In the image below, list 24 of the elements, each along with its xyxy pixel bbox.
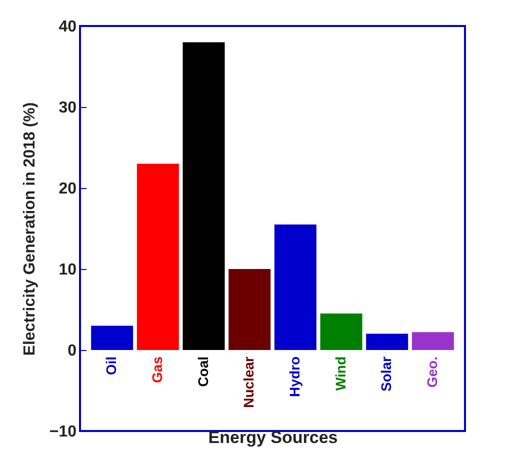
- bar: [320, 314, 362, 350]
- bar: [228, 269, 271, 350]
- x-tick-label: Coal: [194, 356, 211, 387]
- y-tick-label: 40: [58, 18, 77, 36]
- x-tick-label: Hydro: [286, 356, 302, 397]
- bar: [136, 164, 179, 350]
- x-tick-label: Oil: [103, 356, 120, 376]
- x-tick-label: Solar: [378, 356, 394, 392]
- bar: [274, 224, 316, 350]
- bar: [412, 332, 454, 350]
- x-tick-label: Geo.: [424, 356, 440, 388]
- y-axis-title: Electricity Generation in 2018 (%): [21, 102, 38, 356]
- bar: [366, 334, 408, 350]
- y-tick-label: 10: [58, 262, 77, 278]
- x-tick-label: Nuclear: [240, 356, 257, 408]
- x-tick-label: Gas: [148, 356, 165, 383]
- y-tick-label: 20: [58, 180, 77, 198]
- bar: [182, 42, 225, 350]
- y-tick-label: −10: [49, 424, 77, 440]
- x-axis-title: Energy Sources: [208, 428, 338, 447]
- bar: [91, 326, 134, 350]
- x-tick-label: Wind: [332, 356, 348, 391]
- y-tick-label: 30: [58, 100, 77, 116]
- y-tick-label: 0: [68, 342, 77, 360]
